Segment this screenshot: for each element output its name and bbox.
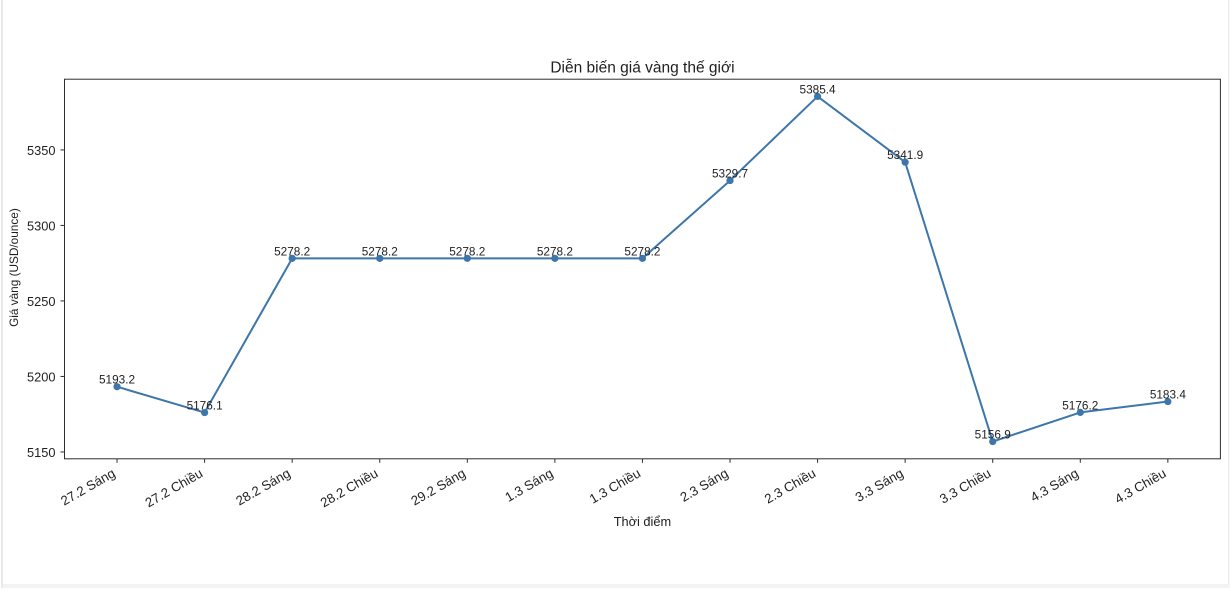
svg-text:5193.2: 5193.2 (99, 373, 135, 387)
svg-text:5329.7: 5329.7 (712, 167, 748, 181)
svg-text:5385.4: 5385.4 (800, 82, 837, 96)
svg-text:Giá vàng (USD/ounce): Giá vàng (USD/ounce) (7, 208, 21, 327)
svg-text:5156.9: 5156.9 (975, 428, 1011, 442)
svg-text:5278.2: 5278.2 (274, 244, 310, 258)
svg-text:5278.2: 5278.2 (362, 244, 398, 258)
svg-text:5350: 5350 (27, 143, 55, 158)
svg-text:5278.2: 5278.2 (537, 244, 573, 258)
svg-text:Thời điểm: Thời điểm (614, 514, 671, 529)
svg-text:5183.4: 5183.4 (1150, 388, 1187, 402)
svg-text:5278.2: 5278.2 (449, 244, 485, 258)
svg-text:Diễn biến giá vàng thế giới: Diễn biến giá vàng thế giới (550, 60, 734, 77)
svg-text:5176.2: 5176.2 (1062, 398, 1098, 412)
svg-text:5278.2: 5278.2 (624, 244, 660, 258)
svg-text:5341.9: 5341.9 (887, 148, 923, 162)
svg-text:5176.1: 5176.1 (187, 399, 223, 413)
svg-text:5200: 5200 (27, 369, 55, 384)
svg-text:5300: 5300 (27, 218, 55, 233)
svg-text:5250: 5250 (27, 294, 55, 309)
svg-text:5150: 5150 (27, 445, 55, 460)
